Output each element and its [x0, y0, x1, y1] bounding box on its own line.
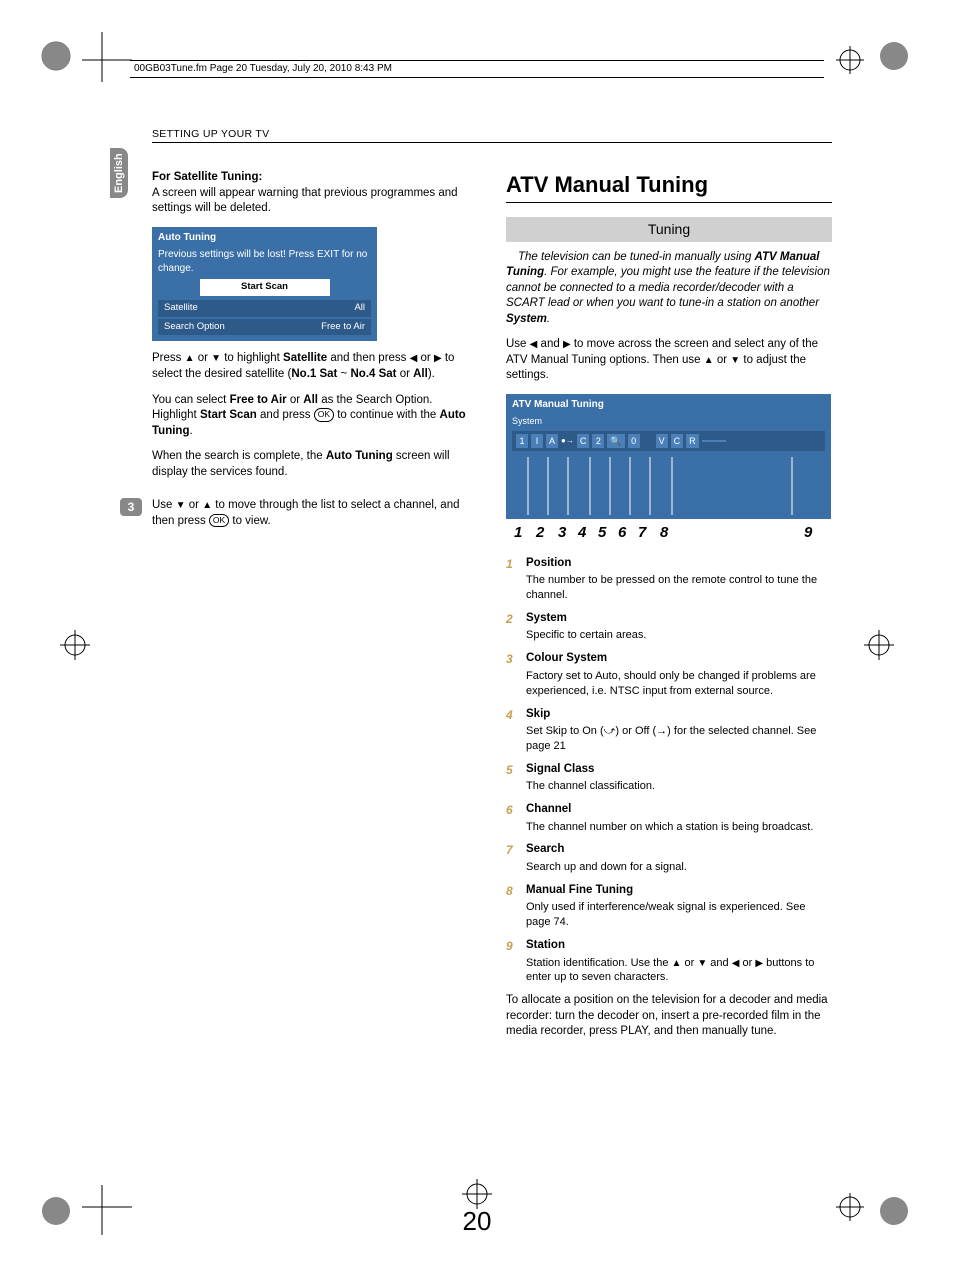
right-column: ATV Manual Tuning Tuning The television … — [506, 170, 832, 1050]
down-icon: ▼ — [730, 354, 740, 368]
sat-heading: For Satellite Tuning: — [152, 171, 262, 183]
row-value: All — [354, 302, 365, 315]
strip-cell: R — [686, 434, 699, 448]
atv-panel-system: System — [506, 415, 831, 429]
para-search-option: You can select Free to Air or All as the… — [152, 393, 478, 440]
row-label: Satellite — [164, 302, 198, 315]
atv-panel-title: ATV Manual Tuning — [506, 394, 831, 416]
para-press-highlight: Press ▲ or ▼ to highlight Satellite and … — [152, 351, 478, 382]
section-header: SETTING UP YOUR TV — [152, 128, 832, 143]
callout-lines — [512, 457, 825, 519]
strip-cell: 2 — [592, 434, 604, 448]
content-columns: For Satellite Tuning: A screen will appe… — [152, 170, 832, 1050]
atv-tuning-panel: ATV Manual Tuning System 1 I A ●→ C 2 🔍 … — [506, 394, 831, 520]
up-icon: ▲ — [704, 354, 714, 368]
panel-row-satellite: Satellite All — [158, 300, 371, 317]
strip-cell: 1 — [516, 434, 528, 448]
panel-title: Auto Tuning — [152, 227, 377, 249]
atv-tuning-strip: 1 I A ●→ C 2 🔍 0 V C R — [512, 431, 825, 451]
strip-cell: A — [546, 434, 558, 448]
skip-icon: ●→ — [561, 436, 574, 447]
auto-tuning-panel: Auto Tuning Previous settings will be lo… — [152, 227, 377, 342]
crop-mark-mr — [854, 620, 904, 670]
strip-cell-blank — [702, 440, 726, 442]
sat-intro: A screen will appear warning that previo… — [152, 187, 458, 215]
strip-cell-search: 🔍 — [607, 434, 624, 448]
crop-mark-tr — [822, 32, 922, 92]
tuning-intro-italic: The television can be tuned-in manually … — [506, 250, 832, 328]
up-icon: ▲ — [202, 499, 212, 513]
callout-numbers: 1 2 3 4 5 6 7 8 9 — [506, 523, 832, 543]
crop-mark-tl — [32, 32, 132, 92]
para-search-complete: When the search is complete, the Auto Tu… — [152, 449, 478, 480]
strip-cell: C — [671, 434, 684, 448]
strip-cell: V — [656, 434, 668, 448]
ok-button-icon: OK — [209, 514, 229, 527]
left-column: For Satellite Tuning: A screen will appe… — [152, 170, 478, 1050]
skip-off-icon: → — [656, 725, 667, 737]
ok-button-icon: OK — [314, 408, 334, 421]
step-3: 3 Use ▼ or ▲ to move through the list to… — [152, 498, 478, 529]
panel-row-search-option: Search Option Free to Air — [158, 319, 371, 336]
page-number: 20 — [0, 1206, 954, 1237]
step-badge-3: 3 — [120, 498, 142, 516]
language-tab: English — [110, 148, 128, 198]
strip-cell: I — [531, 434, 543, 448]
row-label: Search Option — [164, 321, 225, 334]
skip-on-icon: ⤻ — [604, 725, 616, 737]
closing-para: To allocate a position on the television… — [506, 993, 832, 1040]
panel-warning: Previous settings will be lost! Press EX… — [158, 248, 371, 275]
atv-heading: ATV Manual Tuning — [506, 170, 832, 200]
row-value: Free to Air — [321, 321, 365, 334]
strip-cell: 0 — [628, 434, 640, 448]
crop-mark-ml — [50, 620, 100, 670]
definitions-list: 1PositionThe number to be pressed on the… — [506, 556, 832, 985]
right-icon: ▶ — [434, 352, 442, 366]
tuning-intro-nav: Use ◀ and ▶ to move across the screen an… — [506, 337, 832, 384]
right-icon: ▶ — [563, 338, 571, 352]
down-icon: ▼ — [211, 352, 221, 366]
up-icon: ▲ — [185, 352, 195, 366]
tuning-subheading: Tuning — [506, 217, 832, 242]
start-scan-button: Start Scan — [200, 279, 330, 296]
down-icon: ▼ — [176, 499, 186, 513]
strip-cell: C — [577, 434, 590, 448]
page-header-line: 00GB03Tune.fm Page 20 Tuesday, July 20, … — [130, 60, 824, 78]
